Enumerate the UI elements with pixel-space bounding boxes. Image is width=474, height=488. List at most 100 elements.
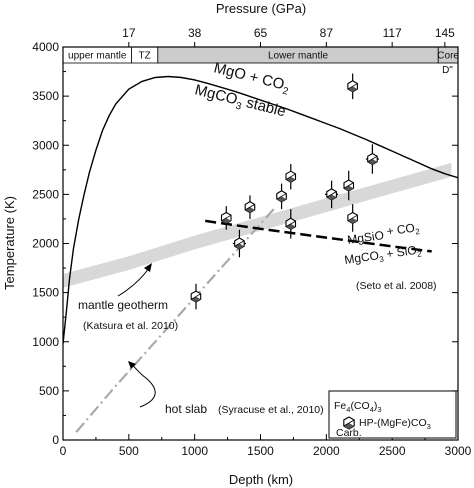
y-tick-label: 1500 bbox=[32, 286, 59, 300]
top-tick-label: 87 bbox=[320, 26, 334, 40]
hex-marker-facet bbox=[221, 214, 232, 222]
legend-hex-marker bbox=[343, 416, 355, 430]
legend-marker bbox=[343, 416, 355, 430]
seto-citation: (Seto et al. 2008) bbox=[356, 280, 437, 292]
hex-marker-facet bbox=[285, 173, 296, 180]
hex-marker-facet bbox=[191, 293, 201, 300]
x-tick-label: 3000 bbox=[445, 444, 472, 458]
geotherm-arrowhead bbox=[144, 263, 152, 272]
point-marker bbox=[367, 152, 378, 166]
x-tick-label: 2500 bbox=[379, 444, 406, 458]
data-point bbox=[220, 206, 232, 230]
data-point bbox=[285, 163, 297, 190]
hex-marker-facet bbox=[285, 220, 296, 227]
hex-marker-facet bbox=[234, 240, 245, 247]
hex-marker-shade bbox=[286, 223, 296, 230]
top-axis: 17 38 65 87 117 145 bbox=[122, 26, 455, 47]
y-tick-label: 3000 bbox=[32, 138, 59, 152]
x-axis-title: Depth (km) bbox=[229, 472, 293, 487]
data-point bbox=[276, 183, 287, 210]
x-axis: 0 500 1000 1500 2000 2500 3000 bbox=[60, 434, 472, 458]
y-tick-label: 2500 bbox=[32, 187, 59, 201]
top-tick-label: 17 bbox=[122, 26, 136, 40]
legend: Fe4(CO4)3 HP-(MgFe)CO3 Carb. bbox=[328, 390, 457, 439]
hex-marker-facet bbox=[367, 155, 378, 163]
hex-marker-facet bbox=[326, 191, 337, 198]
legend-entry-label: HP-(MgFe)CO3 bbox=[359, 417, 431, 431]
hex-marker-shade bbox=[347, 86, 358, 92]
mgsio3-boundary-line bbox=[205, 219, 432, 253]
hex-marker-facet bbox=[343, 419, 355, 427]
hex-marker-facet bbox=[347, 214, 358, 222]
data-point bbox=[285, 209, 297, 239]
y-tick-label: 3500 bbox=[32, 89, 59, 103]
point-marker bbox=[190, 290, 202, 303]
point-marker bbox=[347, 211, 358, 225]
region-label: upper mantle bbox=[68, 51, 127, 62]
mantle-region-bar: upper mantle TZ Lower mantle Core D" bbox=[62, 46, 459, 76]
y-tick-label: 4000 bbox=[32, 40, 59, 54]
y-tick-label: 1000 bbox=[32, 335, 59, 349]
region-extra-label: D" bbox=[442, 65, 453, 76]
y-axis-title: Temperature (K) bbox=[2, 196, 17, 290]
mantle-geotherm-label: mantle geotherm bbox=[78, 298, 168, 312]
hex-marker-shade bbox=[276, 196, 287, 202]
hot-slab-label: hot slab bbox=[165, 402, 207, 416]
hex-marker-shade bbox=[245, 207, 255, 213]
mgco3-sio2-label: MgCO3 + SiO2 bbox=[343, 242, 422, 269]
y-tick-label: 2000 bbox=[32, 237, 59, 251]
data-point bbox=[244, 195, 256, 219]
point-marker bbox=[234, 237, 245, 250]
y-tick-label: 0 bbox=[52, 433, 59, 447]
data-point bbox=[325, 180, 339, 209]
hex-marker-facet bbox=[276, 193, 287, 200]
plot-content bbox=[63, 73, 458, 433]
hot-slab-arrowhead bbox=[128, 361, 136, 369]
hex-marker-facet bbox=[245, 204, 255, 211]
hot-slab-pointer-arrow bbox=[131, 364, 156, 408]
point-marker bbox=[285, 217, 297, 230]
point-marker bbox=[276, 190, 287, 203]
geotherm-pointer-arrow bbox=[117, 267, 150, 297]
x-tick-label: 500 bbox=[119, 444, 139, 458]
hex-marker-shade bbox=[344, 185, 354, 191]
data-point bbox=[190, 283, 202, 310]
x-tick-label: 0 bbox=[60, 444, 67, 458]
point-marker bbox=[285, 170, 297, 183]
decarbonation-curve bbox=[63, 75, 458, 344]
legend-entry-label-2: Carb. bbox=[336, 427, 362, 439]
top-tick-label: 65 bbox=[254, 26, 268, 40]
point-marker bbox=[244, 200, 256, 214]
x-tick-label: 1500 bbox=[247, 444, 274, 458]
region-label: Lower mantle bbox=[268, 51, 328, 62]
x-tick-label: 2000 bbox=[313, 444, 340, 458]
y-axis: 0 500 1000 1500 2000 2500 3000 3500 4000 bbox=[32, 40, 458, 447]
data-point bbox=[232, 229, 247, 258]
top-axis-title: Pressure (GPa) bbox=[216, 1, 306, 16]
top-tick-label: 117 bbox=[383, 26, 402, 40]
data-point bbox=[343, 170, 355, 201]
hex-marker-facet bbox=[347, 83, 358, 90]
hex-marker-shade bbox=[234, 243, 245, 249]
data-point bbox=[365, 144, 379, 174]
top-tick-label: 38 bbox=[188, 26, 202, 40]
x-tick-label: 1000 bbox=[181, 444, 208, 458]
legend-title: Fe4(CO4)3 bbox=[334, 400, 382, 414]
point-marker bbox=[326, 188, 337, 201]
region-label: TZ bbox=[139, 51, 151, 62]
top-tick-label: 145 bbox=[435, 26, 455, 40]
data-point bbox=[347, 204, 358, 232]
region-label: Core bbox=[437, 51, 459, 62]
data-points bbox=[190, 73, 379, 310]
point-marker bbox=[347, 80, 358, 93]
syracuse-citation: (Syracuse et al., 2010) bbox=[218, 404, 324, 416]
point-marker bbox=[220, 211, 232, 225]
mantle-geotherm-band bbox=[63, 162, 452, 288]
y-tick-label: 500 bbox=[39, 384, 59, 398]
data-point bbox=[347, 73, 358, 100]
legend-box bbox=[328, 390, 457, 439]
katsura-citation: (Katsura et al. 2010) bbox=[83, 320, 178, 332]
hex-marker-shade bbox=[367, 159, 378, 165]
point-marker bbox=[343, 179, 355, 192]
